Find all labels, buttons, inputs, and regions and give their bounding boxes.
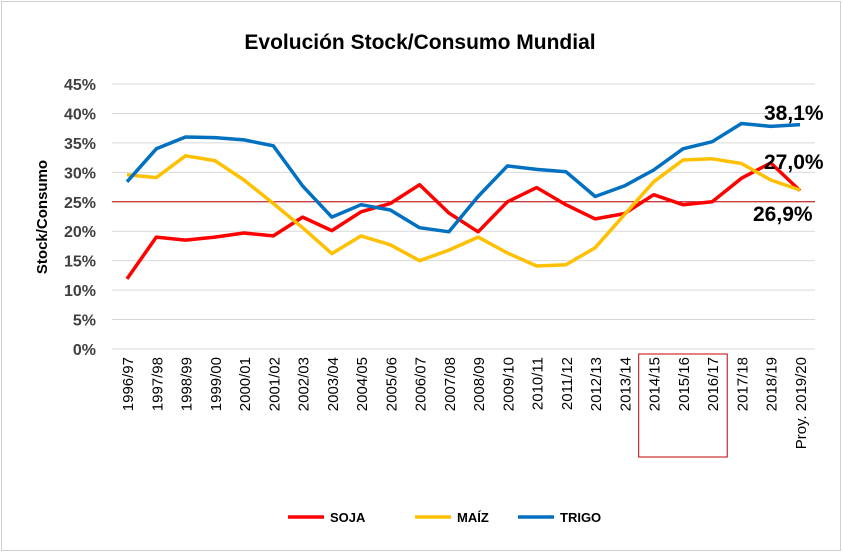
x-tick-label: 2018/19 (764, 357, 781, 411)
y-tick-label: 40% (64, 106, 96, 123)
y-tick-label: 15% (64, 254, 96, 271)
x-tick-label: 2007/08 (442, 357, 459, 411)
x-tick-label: 1996/97 (120, 357, 137, 411)
x-tick-label: Proy. 2019/20 (793, 357, 810, 449)
x-tick-label: 2005/06 (383, 357, 400, 411)
y-tick-label: 45% (64, 77, 96, 94)
chart-title: Evolución Stock/Consumo Mundial (244, 31, 595, 54)
x-tick-label: 2013/14 (617, 357, 634, 411)
data-label: 38,1% (764, 102, 824, 125)
x-tick-label: 2016/17 (705, 357, 722, 411)
legend-label: SOJA (330, 510, 366, 525)
x-tick-label: 2015/16 (676, 357, 693, 411)
data-label: 27,0% (764, 151, 824, 174)
y-tick-label: 5% (73, 313, 96, 330)
y-tick-label: 25% (64, 195, 96, 212)
x-tick-label: 2012/13 (588, 357, 605, 411)
y-tick-label: 30% (64, 165, 96, 182)
legend-label: MAÍZ (457, 510, 489, 525)
series-line-maíz (126, 154, 801, 268)
x-tick-label: 2009/10 (500, 357, 517, 411)
series-line-soja (125, 161, 802, 280)
y-tick-label: 35% (64, 136, 96, 153)
x-tick-label: 2008/09 (471, 357, 488, 411)
x-tick-label: 2003/04 (325, 357, 342, 411)
x-tick-label: 1999/00 (208, 357, 225, 411)
series-line-trigo (125, 121, 801, 234)
x-tick-label: 1998/99 (179, 357, 196, 411)
y-tick-label: 0% (73, 342, 96, 359)
x-tick-label: 2014/15 (647, 357, 664, 411)
data-label: 26,9% (753, 203, 813, 226)
x-tick-label: 2004/05 (354, 357, 371, 411)
x-tick-label: 2001/02 (266, 357, 283, 411)
legend-label: TRIGO (560, 510, 601, 525)
highlight-box (638, 353, 728, 458)
x-tick-label: 2000/01 (237, 357, 254, 411)
x-tick-label: 2006/07 (413, 357, 430, 411)
x-tick-label: 2017/18 (734, 357, 751, 411)
x-tick-label: 2011/12 (559, 357, 576, 410)
x-tick-label: 1997/98 (149, 357, 166, 411)
y-axis-title: Stock/Consumo (34, 160, 51, 274)
y-tick-label: 20% (64, 224, 96, 241)
y-tick-label: 10% (64, 283, 96, 300)
x-tick-label: 2002/03 (296, 357, 313, 411)
x-tick-label: 2010/11 (530, 357, 547, 410)
